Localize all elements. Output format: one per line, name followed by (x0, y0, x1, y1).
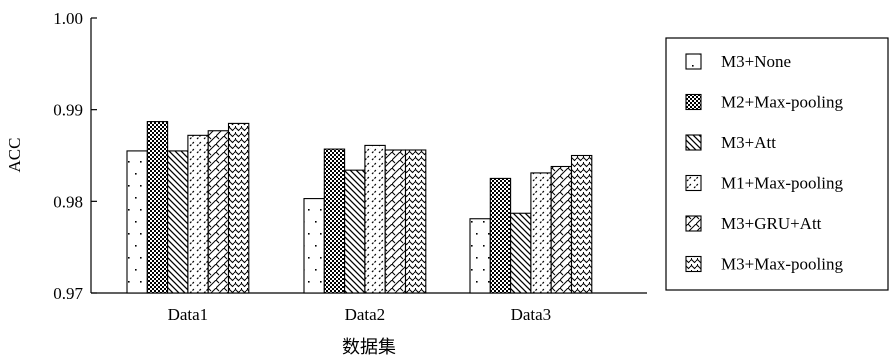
bar-data1-series-6 (227, 122, 250, 294)
bar-data2-series-1 (303, 198, 325, 294)
bar-data1-series-5 (207, 130, 230, 294)
legend-box (665, 37, 889, 291)
bar-data1-series-3 (167, 150, 189, 294)
y-tick-label: 1.00 (53, 9, 83, 28)
y-ticks: 0.97 0.98 0.99 1.00 (53, 9, 97, 303)
y-tick-label: 0.97 (53, 284, 83, 303)
x-tick-label: Data1 (168, 305, 209, 324)
bar-data3-series-2 (489, 177, 512, 294)
x-axis-label: 数据集 (342, 337, 396, 357)
x-ticks: Data1 Data2 Data3 (168, 305, 552, 324)
bar-data3-series-5 (550, 165, 573, 294)
bars (126, 121, 593, 294)
y-tick-label: 0.99 (53, 101, 83, 120)
legend-swatch (685, 215, 702, 232)
legend-label: M3+Att (721, 133, 776, 152)
bar-data3-series-6 (570, 154, 593, 294)
bar-data3-series-3 (510, 212, 532, 294)
legend-swatch (685, 174, 702, 192)
y-tick-label: 0.98 (53, 192, 83, 211)
legend-label: M3+GRU+Att (721, 214, 822, 233)
legend-swatch (685, 255, 702, 273)
legend-swatch (685, 53, 702, 70)
legend: M3+None M2+Max-pooling M3+Att M1+Max-poolin… (685, 52, 843, 274)
legend-label: M2+Max-pooling (721, 93, 843, 112)
x-tick-label: Data3 (511, 305, 552, 324)
bar-data2-series-5 (384, 149, 407, 294)
bar-data2-series-4 (364, 144, 386, 294)
legend-label: M3+None (721, 52, 791, 71)
bar-data3-series-1 (469, 218, 491, 294)
x-tick-label: Data2 (345, 305, 386, 324)
bar-data1-series-2 (146, 121, 169, 294)
legend-label: M1+Max-pooling (721, 174, 843, 193)
bar-data2-series-3 (344, 169, 366, 294)
y-axis-label: ACC (5, 138, 24, 173)
bar-data2-series-6 (404, 149, 427, 294)
legend-label: M3+Max-pooling (721, 255, 843, 274)
legend-swatch (685, 134, 702, 151)
bar-data1-series-4 (187, 134, 209, 294)
bar-data2-series-2 (323, 148, 346, 294)
bar-data3-series-4 (530, 172, 552, 294)
bar-data1-series-1 (126, 150, 148, 294)
legend-swatch (685, 93, 702, 111)
